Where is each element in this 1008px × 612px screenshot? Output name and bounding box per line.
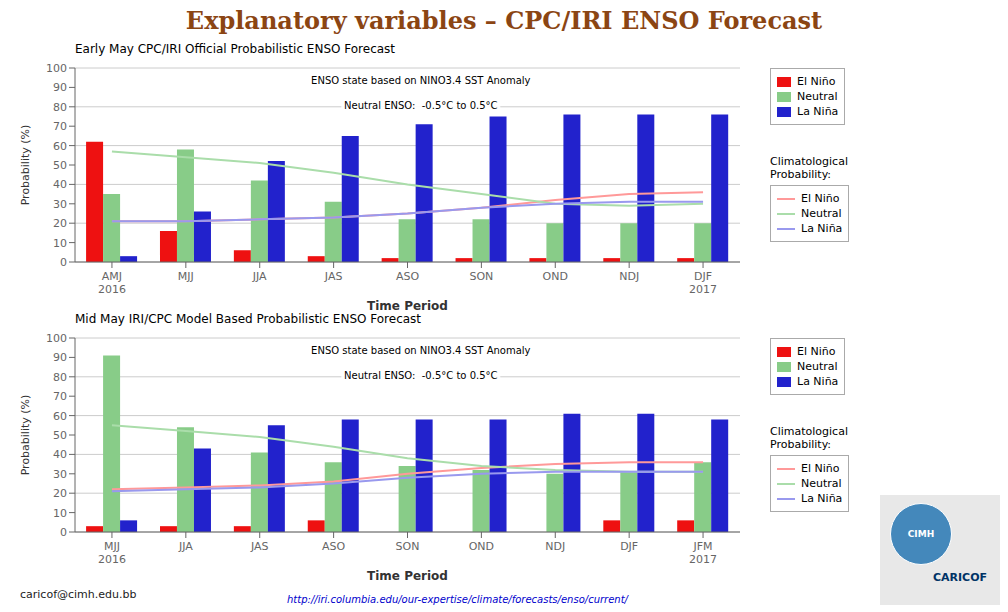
html-text:Mid May IRI/CPC Model Based Pr: Mid May IRI/CPC Model Based Probabilisti… [75, 312, 422, 326]
html-text:La Niña: La Niña [801, 492, 843, 505]
html-text:CIMH: CIMH [907, 529, 935, 539]
html-text:Neutral: Neutral [801, 207, 842, 220]
html-text:El Niño: El Niño [801, 462, 840, 475]
svg-text:Probability (%): Probability (%) [19, 395, 32, 476]
svg-text:60: 60 [53, 410, 67, 423]
svg-text:ASO: ASO [322, 540, 346, 553]
svg-text:40: 40 [53, 448, 67, 461]
svg-text:Time Period: Time Period [367, 569, 448, 580]
svg-text:90: 90 [53, 351, 67, 364]
html-text:Neutral: Neutral [801, 477, 842, 490]
svg-text:10: 10 [53, 507, 67, 520]
svg-text:0: 0 [60, 526, 67, 539]
html-text:Neutral: Neutral [797, 90, 838, 103]
svg-text:100: 100 [46, 332, 67, 345]
svg-text:100: 100 [46, 62, 67, 75]
svg-text:AMJ2016: AMJ2016 [98, 270, 126, 296]
html-text:ENSO state based on NINO3.4 SS: ENSO state based on NINO3.4 SST Anomaly [311, 344, 531, 356]
svg-text:Probability (%): Probability (%) [19, 125, 32, 206]
svg-text:ASO: ASO [396, 270, 420, 283]
svg-text:JAS: JAS [250, 540, 269, 553]
svg-text:30: 30 [53, 198, 67, 211]
svg-text:MJJ2016: MJJ2016 [98, 540, 126, 566]
svg-text:20: 20 [53, 217, 67, 230]
html-text:El Niño: El Niño [797, 75, 836, 88]
svg-text:JJA: JJA [178, 540, 193, 553]
html-text:Explanatory variables – CPC/IR: Explanatory variables – CPC/IRI ENSO For… [185, 6, 823, 35]
svg-text:MJJ: MJJ [178, 270, 194, 283]
svg-text:SON: SON [396, 540, 420, 553]
svg-text:80: 80 [53, 371, 67, 384]
html-text:http://iri.columbia.edu/our-ex: http://iri.columbia.edu/our-expertise/cl… [287, 594, 628, 605]
html-text:caricof@cimh.edu.bb: caricof@cimh.edu.bb [20, 588, 137, 601]
svg-text:OND: OND [543, 270, 568, 283]
html-text:Neutral ENSO: -0.5°C to 0.5°C: Neutral ENSO: -0.5°C to 0.5°C [344, 100, 498, 111]
html-text:La Niña: La Niña [797, 105, 839, 118]
svg-text:70: 70 [53, 390, 67, 403]
svg-text:JAS: JAS [324, 270, 343, 283]
svg-text:DJF2017: DJF2017 [689, 270, 717, 296]
html-text:La Niña: La Niña [797, 375, 839, 388]
html-text:Early May CPC/IRI Official Pro: Early May CPC/IRI Official Probabilistic… [75, 42, 395, 56]
svg-text:DJF: DJF [620, 540, 638, 553]
html-text:Neutral ENSO: -0.5°C to 0.5°C: Neutral ENSO: -0.5°C to 0.5°C [344, 370, 498, 381]
svg-text:30: 30 [53, 468, 67, 481]
svg-text:NDJ: NDJ [545, 540, 565, 553]
svg-text:SON: SON [469, 270, 493, 283]
html-text:Climatological Probability:: Climatological Probability: [770, 155, 848, 181]
svg-text:70: 70 [53, 120, 67, 133]
svg-text:Time Period: Time Period [367, 299, 448, 310]
html-text:El Niño: El Niño [797, 345, 836, 358]
html-text:Climatological Probability:: Climatological Probability: [770, 425, 848, 451]
svg-text:50: 50 [53, 159, 67, 172]
svg-text:NDJ: NDJ [619, 270, 639, 283]
svg-text:20: 20 [53, 487, 67, 500]
svg-text:JFM2017: JFM2017 [689, 540, 717, 566]
html-text:Neutral: Neutral [797, 360, 838, 373]
svg-text:80: 80 [53, 101, 67, 114]
svg-text:40: 40 [53, 178, 67, 191]
svg-text:JJA: JJA [252, 270, 267, 283]
svg-text:90: 90 [53, 81, 67, 94]
svg-text:10: 10 [53, 237, 67, 250]
svg-text:60: 60 [53, 140, 67, 153]
html-text:ENSO state based on NINO3.4 SS: ENSO state based on NINO3.4 SST Anomaly [311, 74, 531, 86]
html-text:CARICOF: CARICOF [933, 571, 987, 584]
svg-text:OND: OND [469, 540, 494, 553]
svg-text:50: 50 [53, 429, 67, 442]
html-text:El Niño: El Niño [801, 192, 840, 205]
svg-text:0: 0 [60, 256, 67, 269]
html-text:La Niña: La Niña [801, 222, 843, 235]
